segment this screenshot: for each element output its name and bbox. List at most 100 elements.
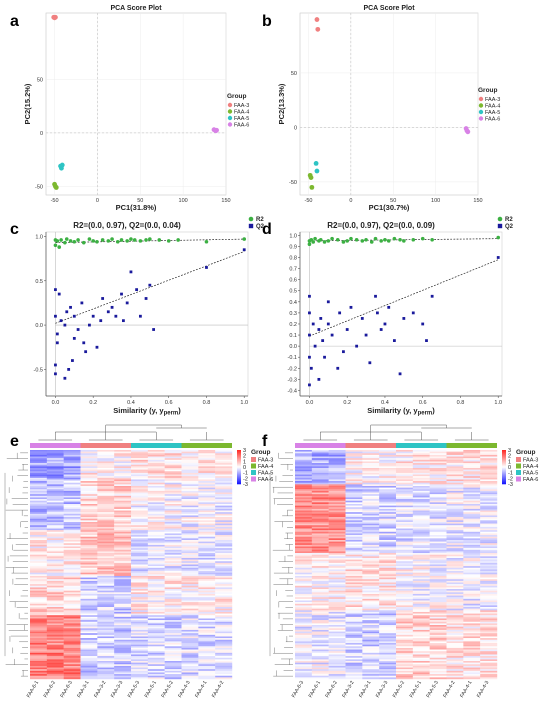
heatmap-cell [480, 675, 498, 678]
heatmap-cell [198, 669, 216, 672]
heatmap-cell [429, 677, 447, 680]
heatmap-cell [215, 471, 233, 474]
heatmap-cell [114, 520, 132, 523]
heatmap-cell [80, 533, 98, 536]
data-point [309, 184, 315, 190]
heatmap-cell [131, 531, 149, 534]
color-key-label: -2 [243, 476, 248, 482]
heatmap-cell [215, 505, 233, 508]
heatmap-cell [46, 610, 64, 613]
heatmap-cell [164, 454, 182, 457]
heatmap-cell [198, 667, 216, 670]
heatmap-cell [345, 675, 363, 678]
heatmap-cell [396, 562, 414, 565]
heatmap-cell [46, 479, 64, 482]
heatmap-cell [147, 510, 165, 513]
heatmap-cell [80, 608, 98, 611]
heatmap-cell [311, 464, 329, 467]
x-axis-label: PC1(30.7%) [369, 203, 410, 212]
color-key-cell [237, 471, 241, 473]
heatmap-cell [46, 535, 64, 537]
heatmap-cell [345, 454, 363, 457]
heatmap-cell [362, 634, 380, 637]
heatmap-cell [181, 554, 199, 557]
heatmap-cell [131, 530, 149, 532]
data-point [354, 237, 359, 242]
heatmap-cell [131, 463, 149, 465]
heatmap-cell [480, 471, 498, 474]
heatmap-cell [345, 593, 363, 596]
heatmap-cell [147, 589, 165, 591]
heatmap-cell [198, 505, 216, 508]
heatmap-cell [328, 592, 346, 595]
heatmap-cell [328, 507, 346, 510]
heatmap-cell [46, 615, 64, 618]
heatmap-cell [114, 535, 132, 537]
heatmap-cell [446, 670, 464, 673]
heatmap-cell [46, 611, 64, 614]
heatmap-cell [215, 490, 233, 493]
color-key-cell [502, 453, 506, 455]
heatmap-cell [46, 533, 64, 536]
heatmap-cell [328, 638, 346, 640]
heatmap-cell [97, 500, 115, 503]
heatmap-cell [215, 633, 233, 636]
heatmap-cell [379, 544, 397, 547]
heatmap-cell [46, 450, 64, 452]
heatmap-cell [463, 477, 481, 480]
heatmap-cell [446, 649, 464, 652]
heatmap-cell [463, 495, 481, 498]
heatmap-cell [215, 598, 233, 601]
heatmap-cell [412, 647, 430, 650]
heatmap-cell [345, 497, 363, 500]
heatmap-cell [198, 597, 216, 600]
heatmap-cell [30, 535, 48, 537]
heatmap-cell [97, 544, 115, 547]
heatmap-cell [131, 543, 149, 546]
heatmap-cell [164, 574, 182, 577]
legend-title: Group [516, 449, 536, 456]
heatmap-cell [396, 503, 414, 506]
heatmap-cell [198, 677, 216, 680]
heatmap-cell [63, 613, 81, 616]
heatmap-cell [480, 494, 498, 496]
heatmap-cell [114, 589, 132, 591]
heatmap-cell [429, 639, 447, 642]
heatmap-cell [396, 502, 414, 505]
data-point [82, 341, 86, 345]
heatmap-cell [164, 492, 182, 495]
heatmap-cell [412, 484, 430, 487]
heatmap-cell [114, 610, 132, 613]
heatmap-cell [379, 510, 397, 513]
heatmap-cell [80, 569, 98, 572]
heatmap-cell [429, 485, 447, 488]
heatmap-cell [412, 459, 430, 462]
heatmap-cell [429, 482, 447, 485]
heatmap-cell [362, 593, 380, 596]
heatmap-cell [311, 513, 329, 516]
heatmap-cell [147, 479, 165, 482]
heatmap-cell [295, 625, 313, 627]
heatmap-cell [215, 485, 233, 488]
heatmap-cell [131, 638, 149, 640]
heatmap-cell [114, 626, 132, 629]
heatmap-cell [379, 523, 397, 526]
heatmap-cell [463, 500, 481, 503]
heatmap-cell [362, 592, 380, 595]
heatmap-cell [328, 580, 346, 583]
heatmap-cell [46, 567, 64, 570]
heatmap-cell [46, 503, 64, 506]
heatmap-cell [198, 482, 216, 485]
x-tick-label: 0 [96, 198, 99, 204]
data-point [53, 14, 58, 20]
heatmap-cell [328, 593, 346, 596]
heatmap-cell [480, 641, 498, 644]
heatmap-cell [181, 657, 199, 660]
heatmap-cell [362, 561, 380, 564]
heatmap-cell [63, 644, 81, 647]
heatmap-cell [362, 582, 380, 585]
heatmap-cell [328, 535, 346, 537]
heatmap-cell [311, 469, 329, 472]
heatmap-cell [345, 546, 363, 549]
heatmap-cell [198, 625, 216, 627]
